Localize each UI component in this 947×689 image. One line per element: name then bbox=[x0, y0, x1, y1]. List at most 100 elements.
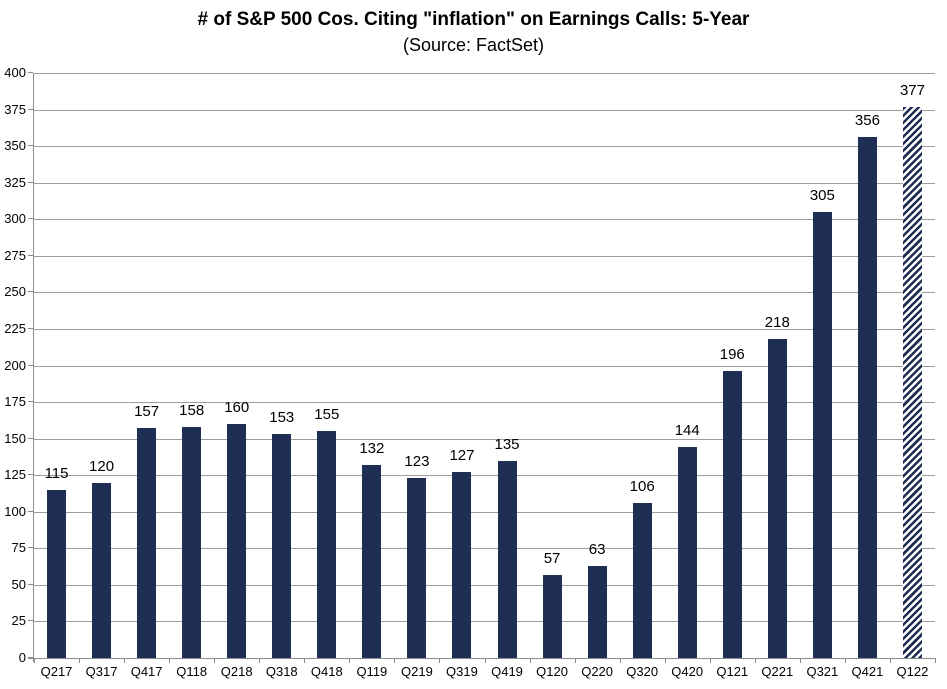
gridline bbox=[34, 73, 935, 74]
gridline bbox=[34, 475, 935, 477]
x-axis-tick-label: Q417 bbox=[130, 664, 163, 679]
x-axis-tick bbox=[79, 659, 81, 663]
x-axis-tick bbox=[214, 659, 216, 663]
bar-value-label: 57 bbox=[543, 549, 561, 567]
gridline bbox=[34, 548, 935, 550]
bar-value-label: 160 bbox=[224, 399, 250, 416]
x-axis-tick bbox=[664, 659, 666, 663]
x-axis-line bbox=[28, 658, 936, 659]
gridline bbox=[34, 365, 935, 367]
bar bbox=[677, 447, 697, 658]
gridline bbox=[34, 219, 935, 221]
bar-slot: 153 Q318 bbox=[259, 73, 304, 679]
bar-slot: 160 Q218 bbox=[214, 73, 259, 679]
bar-slot: 135 Q419 bbox=[485, 73, 530, 679]
gridline bbox=[34, 511, 935, 513]
x-axis-tick bbox=[394, 659, 396, 663]
gridline bbox=[34, 109, 935, 111]
x-axis-tick-label: Q120 bbox=[536, 664, 568, 679]
bar-value-label: 155 bbox=[314, 406, 340, 424]
x-axis-tick bbox=[844, 659, 846, 663]
bar-slot: 377 Q122 bbox=[890, 73, 935, 679]
bar bbox=[227, 424, 247, 658]
bar-value-label: 120 bbox=[89, 457, 115, 475]
x-axis-tick bbox=[124, 659, 126, 663]
x-axis-tick bbox=[799, 659, 801, 663]
bar-slot: 123 Q219 bbox=[394, 73, 439, 679]
bar-value-label: 63 bbox=[588, 540, 606, 558]
gridline bbox=[34, 438, 935, 440]
bar bbox=[812, 211, 832, 658]
y-axis-tick-label: 0 bbox=[18, 650, 26, 665]
bar-slot: 127 Q319 bbox=[439, 73, 484, 679]
y-axis-tick bbox=[28, 547, 33, 549]
y-axis-tick-label: 350 bbox=[4, 138, 26, 154]
y-axis-tick bbox=[28, 510, 33, 512]
x-axis-tick-label: Q119 bbox=[356, 664, 388, 679]
y-axis-tick-label: 100 bbox=[4, 503, 26, 519]
y-axis-tick bbox=[28, 108, 33, 110]
gridline bbox=[34, 292, 935, 294]
bar bbox=[587, 565, 607, 658]
y-axis-tick-label: 25 bbox=[11, 613, 26, 629]
x-axis-tick bbox=[34, 659, 35, 663]
x-axis-tick-label: Q318 bbox=[265, 664, 298, 679]
bar-value-label: 135 bbox=[494, 435, 520, 453]
bar bbox=[902, 106, 922, 658]
bar-slot: 132 Q119 bbox=[349, 73, 394, 679]
bar-value-label: 356 bbox=[854, 112, 880, 130]
bar-slot: 155 Q418 bbox=[304, 73, 349, 679]
y-axis-labels: 0 25 50 75 100 125 150 175 200 225 250 275 300 325 350… bbox=[0, 65, 26, 665]
x-axis-tick-label: Q420 bbox=[671, 664, 704, 679]
bar-slot: 158 Q118 bbox=[169, 73, 214, 679]
gridline bbox=[34, 255, 935, 257]
y-axis-tick bbox=[28, 401, 33, 403]
y-axis-tick-label: 300 bbox=[4, 211, 26, 227]
bar bbox=[92, 482, 112, 658]
x-axis-tick-label: Q118 bbox=[176, 664, 208, 679]
x-axis-tick-label: Q421 bbox=[851, 664, 884, 679]
plot-area: 115 Q217 120 Q317 157 Q417 158 Q118 160 Q218 153 Q3… bbox=[34, 73, 935, 680]
x-axis-tick-label: Q122 bbox=[896, 664, 929, 679]
bar bbox=[362, 464, 382, 658]
y-axis-tick bbox=[28, 218, 33, 220]
bar-slot: 196 Q121 bbox=[710, 73, 755, 679]
x-axis-tick-label: Q220 bbox=[581, 664, 614, 679]
bar-slot: 106 Q320 bbox=[620, 73, 665, 679]
y-axis-tick-label: 275 bbox=[4, 247, 26, 263]
y-axis-tick-label: 175 bbox=[4, 394, 26, 410]
bar bbox=[632, 502, 652, 658]
y-axis-tick-label: 125 bbox=[4, 467, 26, 483]
x-axis-tick bbox=[529, 659, 531, 663]
chart-title: # of S&P 500 Cos. Citing "inflation" on … bbox=[197, 9, 750, 30]
bar bbox=[452, 472, 472, 658]
x-axis-tick bbox=[754, 659, 756, 663]
bar-value-label: 127 bbox=[449, 447, 475, 465]
gridline bbox=[34, 402, 935, 404]
x-axis-tick-label: Q317 bbox=[85, 664, 118, 679]
bar-value-label: 218 bbox=[764, 314, 790, 332]
x-axis-tick-label: Q121 bbox=[716, 664, 749, 679]
bar-slot: 356 Q421 bbox=[845, 73, 890, 679]
y-axis-tick bbox=[28, 181, 33, 183]
y-axis-tick-label: 400 bbox=[4, 65, 26, 80]
bar bbox=[407, 478, 427, 658]
bar bbox=[497, 460, 517, 658]
bar-value-label: 196 bbox=[719, 346, 745, 364]
bar-slot: 120 Q317 bbox=[79, 73, 124, 680]
bar bbox=[272, 434, 292, 658]
bar-slot: 305 Q321 bbox=[800, 73, 845, 679]
x-axis-tick-label: Q221 bbox=[761, 664, 794, 679]
y-axis-tick bbox=[28, 254, 33, 256]
bar-value-label: 158 bbox=[179, 401, 205, 419]
x-axis-tick bbox=[709, 659, 711, 663]
gridline bbox=[34, 146, 935, 148]
x-axis-tick-label: Q419 bbox=[491, 664, 523, 679]
x-axis-tick-label: Q219 bbox=[401, 664, 433, 679]
x-axis-tick-label: Q218 bbox=[220, 664, 253, 679]
y-axis-tick bbox=[28, 437, 33, 439]
gridline bbox=[34, 182, 935, 184]
x-axis-tick-label: Q319 bbox=[446, 664, 478, 679]
x-axis-tick-label: Q321 bbox=[806, 664, 839, 679]
